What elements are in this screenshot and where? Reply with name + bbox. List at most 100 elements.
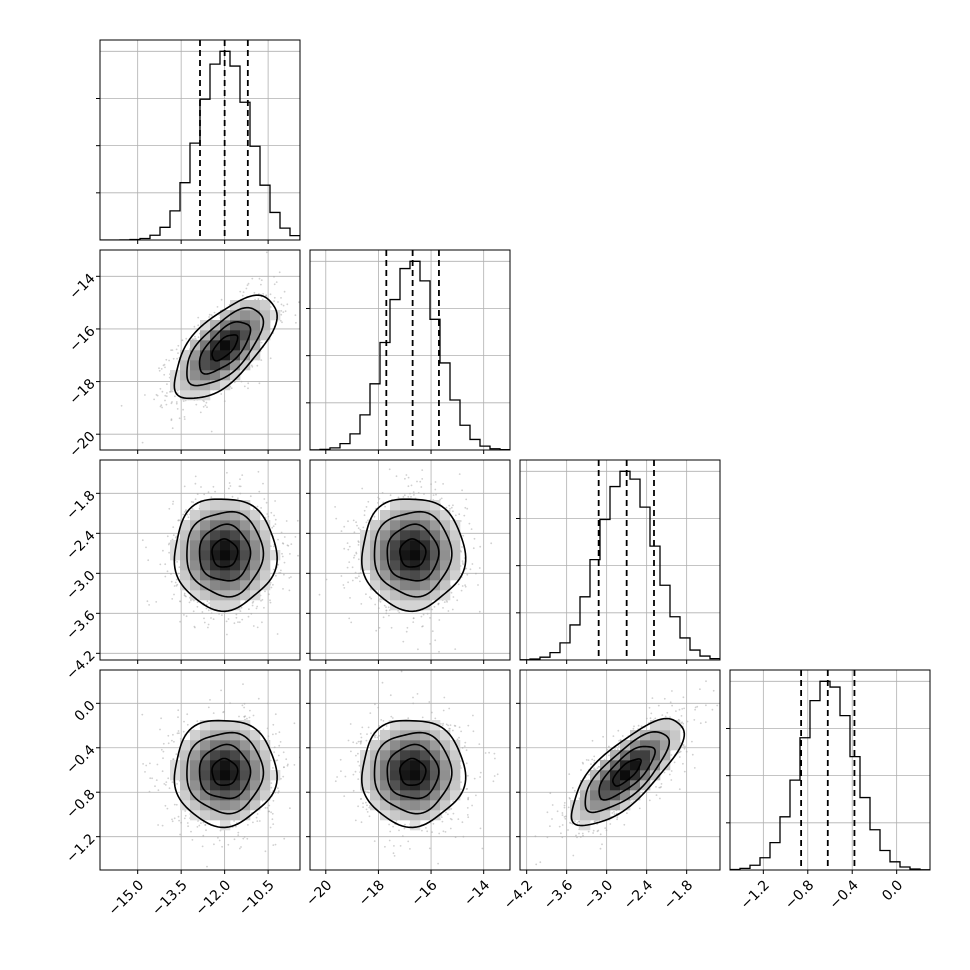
density-cell <box>240 530 251 541</box>
scatter-point <box>168 542 171 545</box>
scatter-point <box>264 590 266 593</box>
density-cell <box>410 530 421 541</box>
scatter-point <box>388 614 390 617</box>
density-cell <box>230 560 241 571</box>
y-tick-label-2-4: −1.8 <box>63 488 98 523</box>
scatter-point <box>183 720 185 723</box>
scatter-point <box>199 411 202 414</box>
scatter-point <box>382 728 385 731</box>
scatter-point <box>365 739 368 742</box>
scatter-point <box>398 829 400 832</box>
scatter-point <box>467 774 469 777</box>
scatter-point <box>461 747 464 749</box>
scatter-point <box>623 823 626 826</box>
density-cell <box>260 330 271 341</box>
density-cell <box>230 510 241 521</box>
scatter-point <box>256 820 259 822</box>
scatter-point <box>431 711 433 714</box>
scatter-point <box>379 600 382 603</box>
density-cell <box>200 550 211 561</box>
scatter-point <box>159 387 162 390</box>
density-cell <box>420 530 431 541</box>
density-cell <box>260 550 271 561</box>
density-cell <box>180 540 191 551</box>
scatter-point <box>616 816 619 819</box>
density-cell <box>210 810 221 821</box>
scatter-point <box>696 705 699 708</box>
scatter-point <box>431 831 433 833</box>
scatter-point <box>274 500 276 502</box>
scatter-point <box>203 493 206 496</box>
density-cell <box>390 740 401 751</box>
scatter-point <box>272 823 275 825</box>
density-cell <box>260 780 271 791</box>
density-cell <box>200 730 211 741</box>
density-cell <box>190 760 201 771</box>
scatter-point <box>407 717 410 720</box>
x-tick-label-0-3: −10.5 <box>236 877 278 919</box>
density-cell <box>390 800 401 811</box>
scatter-point <box>388 720 391 723</box>
density-cell <box>620 770 631 781</box>
scatter-point <box>239 492 242 495</box>
scatter-point <box>466 814 469 816</box>
density-cell <box>230 780 241 791</box>
density-cell <box>640 780 651 791</box>
scatter-point <box>172 503 174 505</box>
scatter-point <box>194 475 197 478</box>
scatter-point <box>428 847 431 850</box>
histogram-3 <box>730 680 930 870</box>
density-cell <box>210 590 221 601</box>
scatter-point <box>160 368 163 370</box>
density-cell <box>420 780 431 791</box>
scatter-point <box>295 321 297 324</box>
scatter-point <box>659 786 662 789</box>
density-cell <box>250 760 261 771</box>
scatter-point <box>155 393 158 396</box>
density-cell <box>250 780 261 791</box>
scatter-point <box>563 806 566 809</box>
density-cell <box>630 730 641 741</box>
scatter-point <box>673 761 676 764</box>
x-tick-label-0-0: −15.0 <box>106 877 148 919</box>
scatter-point <box>307 762 309 764</box>
scatter-point <box>452 596 455 598</box>
scatter-point <box>368 806 371 809</box>
scatter-point <box>238 621 241 624</box>
scatter-point <box>669 716 671 719</box>
scatter-point <box>425 827 427 829</box>
density-cell <box>650 730 661 741</box>
scatter-point <box>260 279 263 281</box>
scatter-point <box>190 830 192 833</box>
scatter-point <box>705 704 707 707</box>
density-cell <box>190 580 201 591</box>
scatter-point <box>210 617 212 619</box>
scatter-point <box>596 767 599 769</box>
density-cell <box>230 750 241 761</box>
scatter-point <box>420 486 423 488</box>
scatter-point <box>592 829 595 832</box>
scatter-point <box>280 569 282 572</box>
density-cell <box>230 300 241 311</box>
scatter-point <box>680 715 683 717</box>
scatter-point <box>177 352 179 354</box>
scatter-point <box>256 605 259 608</box>
scatter-point <box>421 478 424 480</box>
scatter-point <box>184 814 187 817</box>
scatter-point <box>561 812 564 814</box>
density-cell <box>220 500 231 511</box>
density-cell <box>430 750 441 761</box>
density-cell <box>230 550 241 561</box>
scatter-point <box>242 291 245 293</box>
scatter-point <box>271 812 274 815</box>
scatter-point <box>210 496 213 498</box>
density-cell <box>210 580 221 591</box>
density-cell <box>640 770 651 781</box>
scatter-point <box>434 639 437 642</box>
scatter-point <box>250 364 253 367</box>
scatter-point <box>243 702 246 705</box>
scatter-point <box>447 813 449 816</box>
scatter-point <box>283 766 285 768</box>
density-cell <box>260 750 271 761</box>
density-cell <box>220 520 231 531</box>
